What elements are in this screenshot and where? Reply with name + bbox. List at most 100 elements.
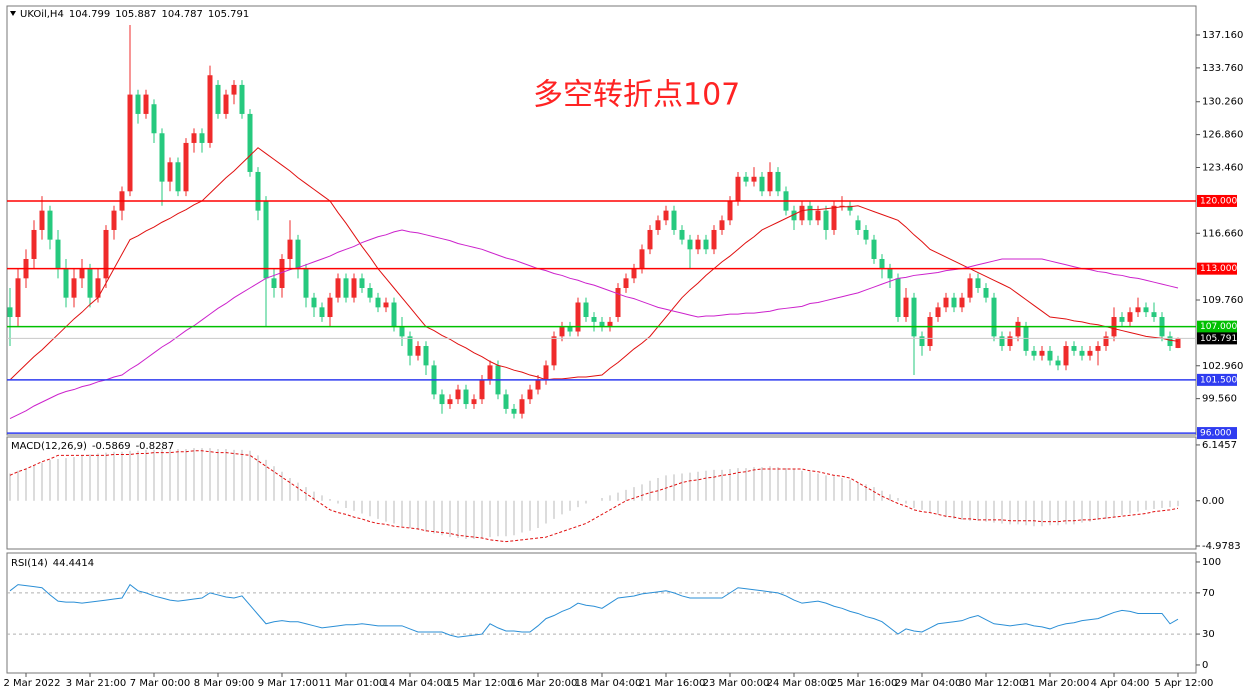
candle-body bbox=[103, 229, 109, 279]
candle-body bbox=[983, 288, 989, 298]
moving-average bbox=[9, 229, 1179, 420]
candle-body bbox=[623, 278, 629, 289]
candle-body bbox=[935, 307, 941, 318]
candle-body bbox=[1127, 312, 1133, 322]
candle-body bbox=[767, 171, 773, 192]
candle-body bbox=[823, 210, 829, 230]
dropdown-icon[interactable] bbox=[10, 11, 16, 16]
candle-body bbox=[55, 239, 61, 269]
x-tick-label: 15 Mar 12:00 bbox=[447, 678, 514, 689]
level-label: 120.000 bbox=[1200, 196, 1237, 206]
signal-value: -0.8287 bbox=[136, 441, 175, 452]
candle-body bbox=[223, 94, 229, 114]
x-tick-label: 24 Mar 08:00 bbox=[767, 678, 834, 689]
candle-body bbox=[759, 176, 765, 192]
candle-body bbox=[919, 336, 925, 347]
candle-body bbox=[151, 104, 157, 134]
candle-body bbox=[751, 176, 757, 182]
candle-body bbox=[1039, 350, 1045, 356]
candle-body bbox=[975, 278, 981, 289]
candle-body bbox=[615, 288, 621, 318]
candle-body bbox=[199, 133, 205, 143]
candle-body bbox=[879, 258, 885, 269]
candle-body bbox=[863, 229, 869, 240]
candle-body bbox=[1071, 346, 1077, 351]
candle-body bbox=[407, 336, 413, 356]
x-tick-label: 23 Mar 00:00 bbox=[703, 678, 770, 689]
y-tick-label: 0 bbox=[1202, 660, 1208, 671]
candle-body bbox=[711, 229, 717, 250]
close-value: 105.791 bbox=[208, 9, 249, 20]
y-tick-label: 133.760 bbox=[1202, 63, 1243, 74]
candle-body bbox=[399, 326, 405, 337]
candle-body bbox=[183, 142, 189, 192]
y-tick-label: 116.660 bbox=[1202, 228, 1243, 239]
x-tick-label: 8 Mar 09:00 bbox=[194, 678, 254, 689]
candle-body bbox=[463, 389, 469, 405]
candle-body bbox=[15, 278, 21, 318]
candle-body bbox=[7, 307, 13, 318]
y-tick-label: 126.860 bbox=[1202, 130, 1243, 141]
x-tick-label: 5 Apr 12:00 bbox=[1155, 678, 1214, 689]
y-tick-label: 100 bbox=[1202, 557, 1221, 568]
candle-body bbox=[631, 268, 637, 279]
candle-body bbox=[991, 297, 997, 337]
candle-body bbox=[63, 268, 69, 298]
candle-body bbox=[303, 268, 309, 298]
candle-body bbox=[367, 288, 373, 298]
candle-body bbox=[1119, 317, 1125, 322]
x-tick-label: 2 Mar 2022 bbox=[3, 678, 60, 689]
candle-body bbox=[263, 200, 269, 279]
current-price-label: 105.791 bbox=[1200, 334, 1237, 344]
price-panel bbox=[6, 5, 1197, 436]
x-tick-label: 25 Mar 16:00 bbox=[831, 678, 898, 689]
y-tick-label: 123.460 bbox=[1202, 163, 1243, 174]
macd-header: MACD(12,26,9) -0.5869 -0.8287 bbox=[11, 441, 174, 452]
candle-body bbox=[647, 229, 653, 250]
candle-body bbox=[887, 268, 893, 279]
candle-body bbox=[583, 302, 589, 318]
rsi-value: 44.4414 bbox=[53, 558, 94, 569]
candle-body bbox=[79, 268, 85, 279]
x-tick-label: 11 Mar 01:00 bbox=[319, 678, 386, 689]
candle-body bbox=[1175, 338, 1181, 348]
level-label-box bbox=[1197, 320, 1237, 333]
candle-body bbox=[1031, 350, 1037, 356]
candle-body bbox=[1143, 307, 1149, 313]
candle-body bbox=[815, 210, 821, 221]
candle-body bbox=[359, 278, 365, 289]
candle-body bbox=[559, 326, 565, 337]
candle-body bbox=[383, 302, 389, 308]
candle-body bbox=[271, 278, 277, 289]
candle-body bbox=[1135, 307, 1141, 313]
candle-body bbox=[1087, 350, 1093, 356]
candle-body bbox=[87, 268, 93, 298]
macd-value: -0.5869 bbox=[92, 441, 131, 452]
x-tick-label: 7 Mar 00:00 bbox=[130, 678, 190, 689]
candle-body bbox=[871, 239, 877, 259]
candle-body bbox=[39, 210, 45, 230]
symbol: UKOil,H4 bbox=[20, 9, 64, 20]
candle-body bbox=[703, 239, 709, 250]
candle-body bbox=[375, 297, 381, 308]
candle-body bbox=[415, 346, 421, 356]
x-tick-label: 3 Mar 21:00 bbox=[66, 678, 126, 689]
candle-body bbox=[47, 210, 53, 240]
rsi-title: RSI(14) bbox=[11, 558, 48, 569]
candle-body bbox=[439, 394, 445, 405]
level-label-box bbox=[1197, 194, 1237, 207]
candle-body bbox=[1015, 321, 1021, 337]
candle-body bbox=[687, 239, 693, 250]
y-tick-label: 137.160 bbox=[1202, 30, 1243, 41]
high-value: 105.887 bbox=[115, 9, 156, 20]
candle-body bbox=[1007, 336, 1013, 347]
current-price-box bbox=[1197, 332, 1237, 345]
candle-body bbox=[1095, 346, 1101, 351]
low-value: 104.787 bbox=[162, 9, 203, 20]
x-tick-label: 29 Mar 04:00 bbox=[895, 678, 962, 689]
candle-body bbox=[447, 399, 453, 405]
candle-body bbox=[191, 133, 197, 143]
x-tick-label: 9 Mar 17:00 bbox=[258, 678, 318, 689]
y-tick-label: 70 bbox=[1202, 588, 1215, 599]
